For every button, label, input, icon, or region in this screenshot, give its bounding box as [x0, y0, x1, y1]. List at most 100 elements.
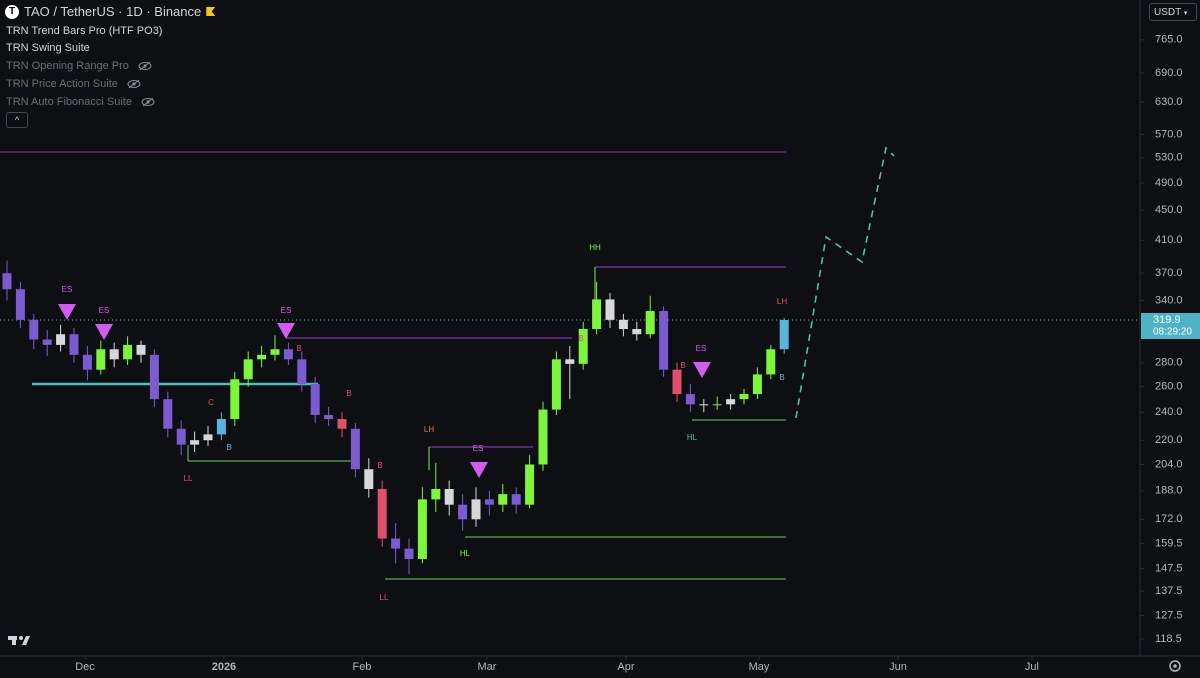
indicator-name: TRN Auto Fibonacci Suite	[6, 96, 132, 108]
signal-triangle	[693, 362, 711, 378]
x-tick-label: Dec	[75, 661, 95, 673]
candle-body	[632, 329, 642, 335]
candle-body	[109, 349, 119, 360]
annotation: HL	[687, 433, 698, 442]
candle-body	[230, 379, 240, 420]
eye-icon[interactable]	[141, 97, 155, 107]
projection-path	[795, 146, 895, 419]
candle-body	[350, 428, 360, 470]
candle-body	[203, 434, 213, 441]
annotation: B	[296, 344, 301, 353]
candle-body	[699, 404, 709, 406]
annotation: ES	[696, 344, 707, 353]
tv-logo	[8, 636, 30, 645]
candle-body	[565, 359, 575, 364]
symbol-header: T TAO / TetherUS · 1D · Binance	[5, 4, 216, 19]
y-tick-label: 240.0	[1155, 406, 1183, 418]
candle-body	[82, 354, 92, 370]
annotation: ES	[281, 306, 292, 315]
y-tick-label: 147.5	[1155, 563, 1183, 575]
candle-body	[243, 359, 253, 380]
candle-body	[2, 273, 12, 290]
candle-body	[444, 489, 454, 505]
y-tick-label: 137.5	[1155, 585, 1183, 597]
candle-body	[96, 349, 106, 370]
y-tick-label: 172.0	[1155, 513, 1183, 525]
y-tick-label: 260.0	[1155, 380, 1183, 392]
annotation: ES	[99, 306, 110, 315]
settings-button[interactable]	[1169, 660, 1181, 672]
candle-body	[551, 359, 561, 410]
y-tick-label: 450.0	[1155, 204, 1183, 216]
candle-body	[216, 419, 226, 435]
annotation: LL	[184, 474, 193, 483]
annotation: HH	[589, 243, 601, 252]
indicator-name: TRN Opening Range Pro	[6, 60, 129, 72]
candle-body	[739, 394, 749, 400]
y-tick-label: 530.0	[1155, 152, 1183, 164]
y-tick-label: 410.0	[1155, 234, 1183, 246]
x-tick-label: May	[749, 661, 770, 673]
candle-body	[645, 310, 655, 335]
annotation: HL	[460, 549, 471, 558]
y-tick-label: 570.0	[1155, 128, 1183, 140]
flag-icon[interactable]	[206, 7, 216, 16]
y-tick-label: 188.0	[1155, 485, 1183, 497]
y-tick-label: 280.0	[1155, 357, 1183, 369]
indicator[interactable]: TRN Trend Bars Pro (HTF PO3)	[6, 25, 163, 37]
y-tick-label: 690.0	[1155, 67, 1183, 79]
y-tick-label: 204.0	[1155, 458, 1183, 470]
candle-body	[605, 299, 615, 320]
currency-selector[interactable]: USDT ▾	[1149, 3, 1197, 21]
y-tick-label: 370.0	[1155, 267, 1183, 279]
signal-triangle	[470, 462, 488, 478]
annotation: B	[226, 443, 231, 452]
y-tick-label: 127.5	[1155, 609, 1183, 621]
currency: USDT	[1154, 7, 1182, 18]
symbol-logo: T	[5, 4, 19, 19]
indicator[interactable]: TRN Auto Fibonacci Suite	[6, 96, 155, 108]
y-tick-label: 159.5	[1155, 537, 1183, 549]
candle-body	[511, 494, 521, 505]
candle-body	[310, 384, 320, 415]
candle-body	[779, 319, 789, 350]
annotation: LH	[424, 425, 434, 434]
candle-body	[471, 499, 481, 520]
x-tick-label: Jul	[1025, 661, 1039, 673]
x-tick-label: Apr	[617, 661, 634, 673]
candles	[2, 260, 789, 575]
candle-body	[726, 399, 736, 405]
annotations: ES ES ES ES ES LL LL HH LH LH HL HL B C B B B B B B	[58, 243, 787, 602]
indicator[interactable]: TRN Price Action Suite	[6, 78, 141, 90]
candle-body	[712, 404, 722, 406]
candle-body	[672, 369, 682, 395]
levels	[0, 151, 1140, 580]
annotation: ES	[473, 444, 484, 453]
collapse-button[interactable]: ^	[6, 112, 28, 128]
candle-body	[538, 409, 548, 465]
candle-body	[377, 489, 387, 539]
candle-body	[123, 344, 133, 360]
eye-icon[interactable]	[138, 61, 152, 71]
candle-body	[257, 354, 267, 360]
y-tick-label: 118.5	[1155, 633, 1182, 645]
candle-body	[42, 339, 52, 345]
eye-icon[interactable]	[127, 79, 141, 89]
x-tick-label: 2026	[212, 661, 236, 673]
indicator[interactable]: TRN Swing Suite	[6, 42, 90, 54]
symbol-title[interactable]: TAO / TetherUS · 1D · Binance	[24, 4, 202, 19]
countdown: 08:29:20	[1153, 327, 1192, 338]
indicator[interactable]: TRN Opening Range Pro	[6, 60, 152, 72]
candle-body	[324, 414, 334, 420]
signal-triangle	[95, 324, 113, 340]
candle-body	[484, 499, 494, 505]
annotation: LH	[777, 297, 787, 306]
candle-body	[659, 310, 669, 370]
settings-icon	[1173, 664, 1177, 668]
candle-body	[283, 349, 293, 360]
candle-body	[56, 334, 66, 345]
candle-body	[458, 504, 468, 520]
annotation: ES	[62, 285, 73, 294]
candle-body	[337, 419, 347, 429]
